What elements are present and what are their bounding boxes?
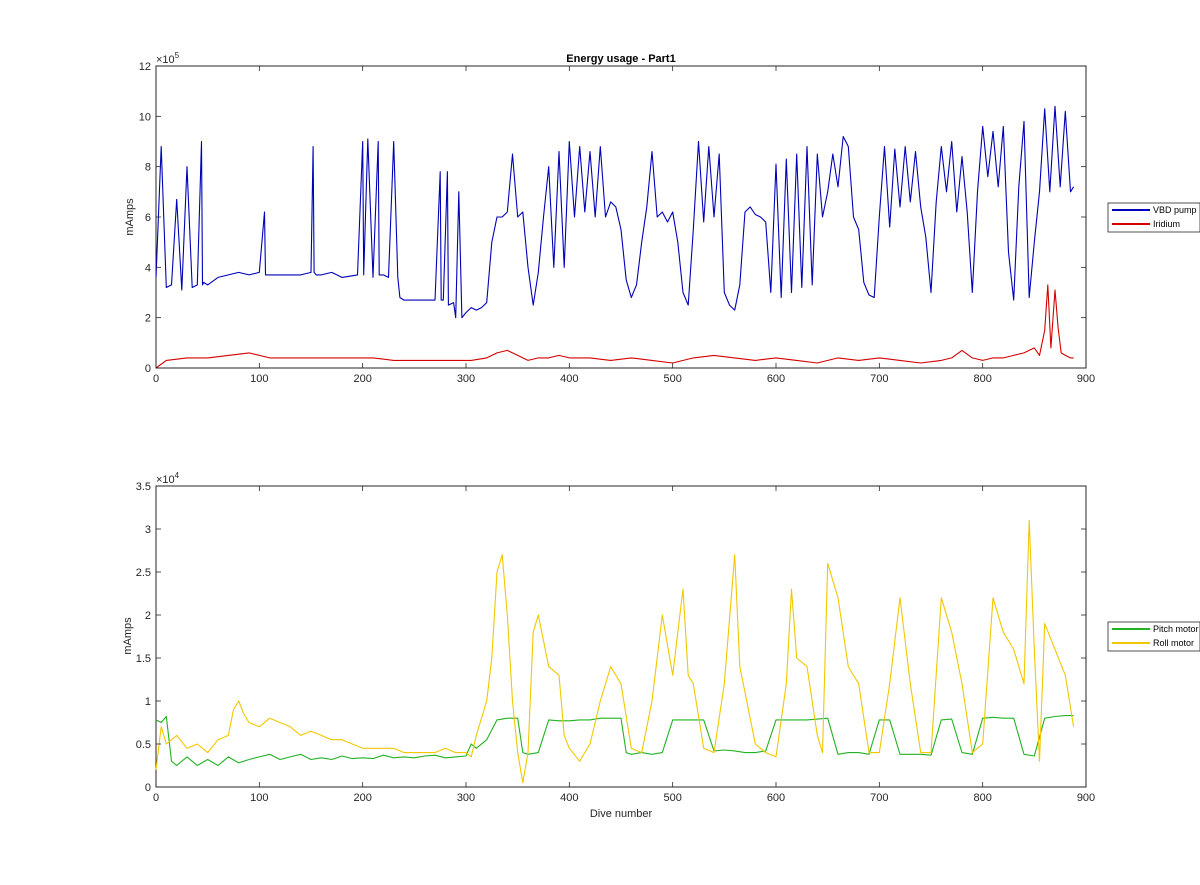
top-y-tick-label: 2 bbox=[145, 313, 151, 325]
bottom-x-tick-label: 800 bbox=[973, 792, 991, 804]
bottom-legend-box bbox=[1107, 621, 1200, 652]
bottom-y-tick-label: 0 bbox=[145, 782, 151, 794]
top-y-tick-label: 6 bbox=[145, 212, 151, 224]
top-axes-frame bbox=[155, 65, 1087, 369]
legend-label-iridium: Iridium bbox=[1153, 219, 1180, 229]
bottom-axes: 0 100 200 300 400 500 600 700 800 900 0 0.5 1 1.5 2 2.5… bbox=[122, 471, 1200, 820]
top-x-tick-label: 800 bbox=[973, 373, 991, 385]
bottom-x-tick-label: 0 bbox=[153, 792, 159, 804]
top-y-exponent: ×105 bbox=[156, 51, 180, 66]
series-line-pitch-motor bbox=[155, 715, 1074, 767]
top-x-tick-label: 300 bbox=[457, 373, 475, 385]
bottom-x-tick-label: 500 bbox=[663, 792, 681, 804]
bottom-y-tick-label: 3 bbox=[145, 524, 151, 536]
top-x-tick-label: 200 bbox=[353, 373, 371, 385]
bottom-x-tick-label: 400 bbox=[560, 792, 578, 804]
bottom-x-tick-label: 600 bbox=[767, 792, 785, 804]
top-y-tick-label: 10 bbox=[139, 111, 151, 123]
bottom-y-tick-label: 1 bbox=[145, 696, 151, 708]
top-x-tick-label: 500 bbox=[663, 373, 681, 385]
bottom-legend: Pitch motor Roll motor bbox=[1107, 621, 1200, 652]
top-y-tick-label: 12 bbox=[139, 61, 151, 73]
top-y-exponent-power: 5 bbox=[175, 51, 180, 60]
bottom-x-tick-label: 200 bbox=[353, 792, 371, 804]
bottom-y-exponent-power: 4 bbox=[175, 471, 180, 480]
bottom-x-tick-label: 900 bbox=[1077, 792, 1095, 804]
top-x-tick-label: 400 bbox=[560, 373, 578, 385]
legend-label-roll-motor: Roll motor bbox=[1153, 638, 1194, 648]
bottom-y-tick-label: 0.5 bbox=[136, 739, 151, 751]
top-chart-title: Energy usage - Part1 bbox=[566, 53, 675, 65]
top-x-tick-label: 0 bbox=[153, 373, 159, 385]
legend-label-vbd-pump: VBD pump bbox=[1153, 205, 1197, 215]
bottom-y-tick-label: 2.5 bbox=[136, 567, 151, 579]
bottom-y-tick-label: 3.5 bbox=[136, 481, 151, 493]
top-axes: 0 100 200 300 400 500 600 700 800 900 0 2 4 6 8 10 12 En… bbox=[124, 51, 1200, 385]
top-x-tick-label: 100 bbox=[250, 373, 268, 385]
top-x-tick-label: 900 bbox=[1077, 373, 1095, 385]
bottom-y-tick-label: 1.5 bbox=[136, 653, 151, 665]
top-axes-ticks: 0 100 200 300 400 500 600 700 800 900 0 2 4 6 8 10 12 bbox=[139, 61, 1095, 385]
top-x-tick-label: 600 bbox=[767, 373, 785, 385]
bottom-y-tick-label: 2 bbox=[145, 610, 151, 622]
top-legend: VBD pump Iridium bbox=[1107, 202, 1200, 233]
bottom-y-exponent: ×104 bbox=[156, 471, 180, 486]
top-x-tick-label: 700 bbox=[870, 373, 888, 385]
bottom-x-tick-label: 100 bbox=[250, 792, 268, 804]
top-series-lines bbox=[155, 105, 1075, 369]
bottom-axes-ticks: 0 100 200 300 400 500 600 700 800 900 0 0.5 1 1.5 2 2.5… bbox=[136, 481, 1095, 804]
legend-label-pitch-motor: Pitch motor bbox=[1153, 624, 1199, 634]
top-legend-box bbox=[1107, 202, 1200, 233]
bottom-y-exponent-base: ×10 bbox=[156, 474, 175, 486]
series-line-iridium bbox=[155, 284, 1074, 369]
bottom-x-tick-label: 700 bbox=[870, 792, 888, 804]
series-line-vbd-pump bbox=[155, 105, 1075, 319]
bottom-x-axis-label: Dive number bbox=[590, 808, 653, 820]
top-y-tick-label: 8 bbox=[145, 162, 151, 174]
bottom-y-axis-label: mAmps bbox=[122, 617, 134, 655]
bottom-x-tick-label: 300 bbox=[457, 792, 475, 804]
top-y-exponent-base: ×10 bbox=[156, 54, 175, 66]
bottom-series-lines bbox=[155, 519, 1075, 784]
series-line-roll-motor bbox=[155, 519, 1075, 784]
top-y-tick-label: 0 bbox=[145, 363, 151, 375]
top-y-tick-label: 4 bbox=[145, 262, 151, 274]
top-y-axis-label: mAmps bbox=[124, 198, 136, 236]
bottom-axes-frame bbox=[155, 485, 1087, 788]
